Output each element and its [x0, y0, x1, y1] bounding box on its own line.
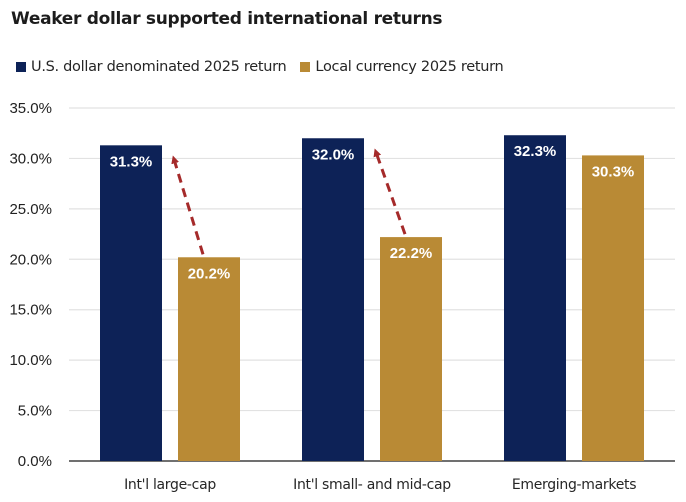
data-label: 32.3% — [514, 143, 557, 160]
legend-swatch-usd — [16, 62, 26, 72]
legend-item-local: Local currency 2025 return — [300, 59, 504, 75]
y-tick-label: 20.0% — [9, 251, 52, 268]
gridlines — [69, 107, 675, 462]
bars: 31.3% 20.2% 32.0% 22.2% 32.3% 30.3% — [100, 135, 644, 461]
y-axis-ticks: 0.0% 5.0% 10.0% 15.0% 20.0% 25.0% 30.0% 35.0% — [9, 100, 52, 470]
bar-usd — [100, 145, 162, 461]
y-tick-label: 5.0% — [18, 403, 52, 420]
data-label: 32.0% — [312, 146, 355, 163]
legend-label-local: Local currency 2025 return — [315, 59, 504, 75]
legend-label-usd: U.S. dollar denominated 2025 return — [31, 59, 287, 75]
bar-usd — [504, 135, 566, 461]
x-category-label: Int'l small- and mid-cap — [293, 477, 451, 493]
bar-local — [582, 155, 644, 461]
data-label: 30.3% — [592, 163, 635, 180]
legend-swatch-local — [300, 62, 311, 72]
chart-title: Weaker dollar supported international re… — [11, 9, 443, 29]
bar-local — [380, 237, 442, 461]
y-tick-label: 30.0% — [9, 150, 52, 167]
x-category-label: Emerging-markets — [512, 477, 636, 493]
y-tick-label: 35.0% — [9, 100, 52, 117]
legend-item-usd: U.S. dollar denominated 2025 return — [16, 59, 287, 75]
y-tick-label: 25.0% — [9, 201, 52, 218]
y-tick-label: 15.0% — [9, 302, 52, 319]
data-label: 22.2% — [390, 245, 433, 262]
y-tick-label: 10.0% — [9, 352, 52, 369]
legend: U.S. dollar denominated 2025 return Loca… — [16, 59, 517, 75]
x-category-label: Int'l large-cap — [124, 477, 216, 493]
annotations — [171, 148, 407, 255]
dashed-arrow — [171, 155, 205, 255]
bar-usd — [302, 138, 364, 461]
x-axis-labels: Int'l large-cap Int'l small- and mid-cap E… — [124, 477, 636, 493]
dashed-arrow — [373, 148, 407, 235]
data-label: 20.2% — [188, 265, 231, 282]
y-tick-label: 0.0% — [18, 453, 52, 470]
bar-local — [178, 257, 240, 461]
data-label: 31.3% — [110, 153, 153, 170]
